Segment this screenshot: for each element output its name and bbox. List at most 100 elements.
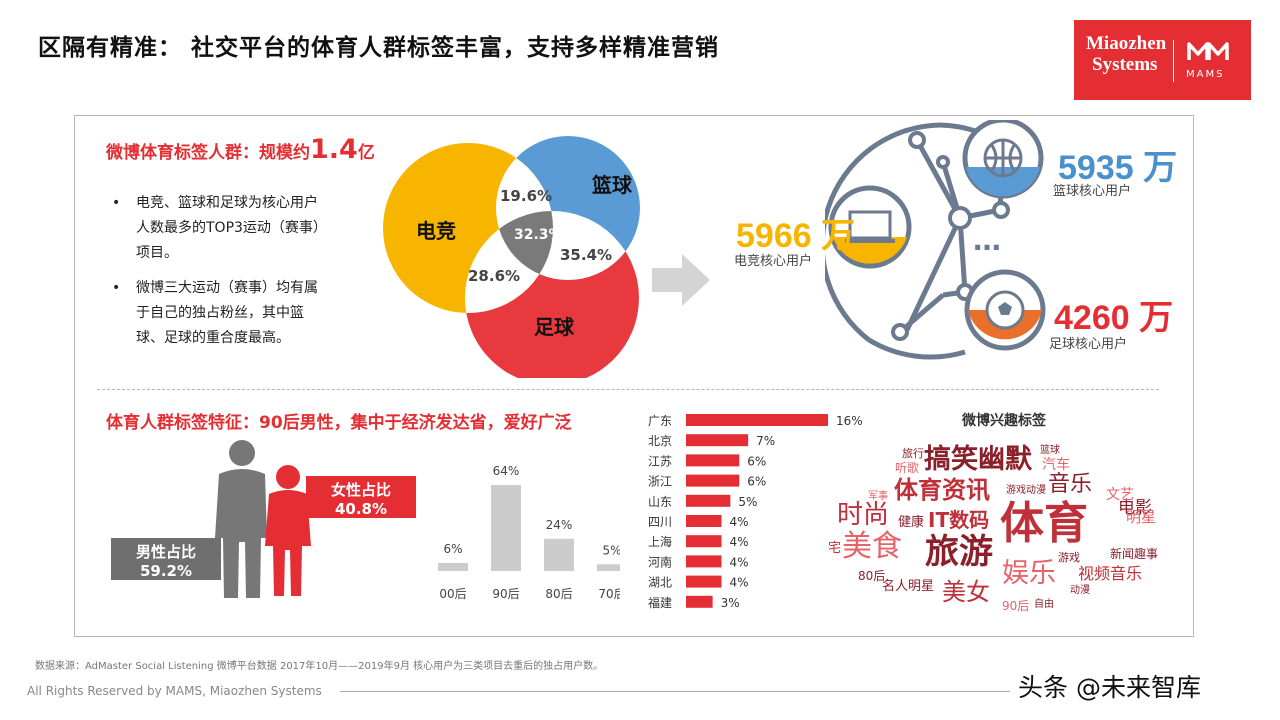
word-tag: 自由 bbox=[1034, 599, 1054, 610]
age-bar-value-label: 5% bbox=[602, 543, 620, 557]
bullet-line: 球、足球的重合度最高。 bbox=[136, 330, 290, 346]
age-bar bbox=[544, 538, 574, 571]
word-tag: 文艺 bbox=[1106, 487, 1134, 503]
age-bar bbox=[438, 562, 468, 571]
province-label: 广东 bbox=[648, 414, 672, 428]
word-tag: 80后 bbox=[858, 569, 886, 583]
age-bar-chart: 6% 00后 64% 90后 24% 80后 5% 70后 bbox=[438, 464, 620, 601]
esports-core-number: 5966 万 bbox=[736, 217, 856, 255]
word-tag: 搞笑幽默 bbox=[924, 444, 1032, 475]
bullet-line: 微博三大运动（赛事）均有属 bbox=[136, 280, 318, 296]
word-tag: 旅行 bbox=[902, 447, 924, 460]
province-label: 上海 bbox=[648, 534, 672, 549]
age-bar-value-label: 6% bbox=[443, 542, 462, 556]
weibo-section-title: 微博体育标签人群：规模约1.4亿 bbox=[106, 134, 375, 165]
word-tag: IT数码 bbox=[928, 508, 990, 532]
bullet-line: 项目。 bbox=[136, 245, 178, 261]
football-icon bbox=[985, 290, 1025, 330]
word-cloud-title: 微博兴趣标签 bbox=[962, 413, 1046, 429]
word-tag: 电影 bbox=[1118, 498, 1152, 518]
word-tag: 宅 bbox=[828, 541, 842, 556]
word-tag: 汽车 bbox=[1042, 457, 1070, 473]
word-tag: 美女 bbox=[942, 578, 990, 606]
province-value-label: 4% bbox=[730, 555, 749, 569]
word-tag: 娱乐 bbox=[1002, 558, 1056, 589]
sports-network-graphic: … bbox=[825, 120, 1046, 360]
province-label: 北京 bbox=[648, 434, 672, 448]
province-bar bbox=[686, 434, 749, 447]
province-label: 四川 bbox=[648, 515, 672, 529]
basketball-core-label: 篮球核心用户 bbox=[1053, 184, 1132, 199]
people-silhouette-icon bbox=[215, 440, 311, 598]
province-bar bbox=[686, 515, 722, 527]
esports-core-label: 电竞核心用户 bbox=[734, 254, 813, 269]
word-tag: 明星 bbox=[1126, 508, 1157, 526]
bullet-item: • 电竞、篮球和足球为核心用户 人数最多的TOP3运动（赛事） 项目。 bbox=[112, 191, 327, 266]
weibo-title-prefix: 微博体育标签人群：规模约 bbox=[106, 143, 310, 163]
more-ellipsis: … bbox=[973, 224, 1001, 257]
male-ratio-badge: 男性占比 59.2% bbox=[111, 538, 221, 580]
word-tag: 篮球 bbox=[1040, 445, 1060, 456]
logo-line2: Systems bbox=[1092, 54, 1158, 75]
province-value-label: 6% bbox=[747, 454, 766, 468]
word-tag: 动漫 bbox=[1070, 585, 1090, 596]
province-bar bbox=[686, 494, 731, 507]
province-value-label: 6% bbox=[747, 475, 766, 489]
province-value-label: 16% bbox=[836, 414, 863, 428]
footer-source: 数据来源：AdMaster Social Listening 微博平台数据 20… bbox=[35, 661, 604, 672]
word-cloud: 体育 旅游 美食 搞笑幽默 体育资讯 时尚 娱乐 美女 音乐 IT数码 视频音乐… bbox=[820, 430, 1180, 620]
venn-label-basketball: 篮球 bbox=[591, 173, 633, 197]
word-tag: 军事 bbox=[868, 491, 888, 502]
age-category-label: 00后 bbox=[439, 587, 466, 601]
venn-label-football: 足球 bbox=[534, 315, 575, 339]
venn-overlap-esports-basketball: 19.6% bbox=[500, 187, 552, 205]
word-tag: 游戏 bbox=[1058, 551, 1080, 564]
football-core-label: 足球核心用户 bbox=[1049, 337, 1128, 352]
age-bar bbox=[597, 564, 620, 571]
arrow-right-icon bbox=[652, 254, 710, 306]
word-tag: 体育 bbox=[1000, 498, 1088, 549]
province-bar-chart: 广东 16% 北京 7% 江苏 6% 浙江 6% 山东 5% 四川 4% 上海 4% 河南 4% 湖北 4% 福建 3… bbox=[648, 414, 863, 610]
word-tag: 视频音乐 bbox=[1078, 564, 1143, 583]
venn-overlap-all: 32.3% bbox=[514, 227, 563, 243]
province-label: 浙江 bbox=[648, 475, 672, 489]
logo-brand: MAMS bbox=[1186, 69, 1225, 80]
province-label: 江苏 bbox=[648, 454, 672, 468]
weibo-title-unit: 亿 bbox=[357, 143, 375, 163]
weibo-title-number: 1.4 bbox=[310, 134, 358, 165]
province-value-label: 4% bbox=[730, 576, 749, 590]
word-tag: 体育资讯 bbox=[894, 476, 990, 504]
logo: Miaozhen Systems MAMS bbox=[1074, 20, 1251, 100]
province-value-label: 7% bbox=[756, 434, 775, 448]
word-tag: 90后 bbox=[1002, 599, 1030, 613]
section-divider bbox=[97, 389, 1159, 390]
bullet-item: • 微博三大运动（赛事）均有属 于自己的独占粉丝，其中篮 球、足球的重合度最高。 bbox=[112, 276, 318, 351]
bullet-line: 电竞、篮球和足球为核心用户 bbox=[136, 195, 318, 211]
age-bar-value-label: 24% bbox=[546, 518, 573, 532]
venn-overlap-esports-football: 28.6% bbox=[468, 267, 520, 285]
basketball-core-number: 5935 万 bbox=[1058, 149, 1178, 187]
logo-separator bbox=[1173, 40, 1174, 82]
female-ratio-badge: 女性占比 40.8% bbox=[306, 476, 416, 518]
province-bar bbox=[686, 474, 740, 487]
word-tag: 名人明星 bbox=[882, 579, 935, 594]
age-category-label: 80后 bbox=[545, 587, 572, 601]
province-bar bbox=[686, 454, 740, 467]
word-tag: 旅游 bbox=[925, 532, 993, 572]
province-bar bbox=[686, 575, 722, 588]
logo-line1: Miaozhen bbox=[1086, 33, 1167, 54]
province-value-label: 5% bbox=[738, 495, 757, 509]
word-tag: 时尚 bbox=[837, 500, 890, 530]
venn-overlap-basketball-football: 35.4% bbox=[560, 246, 612, 264]
page-title: 区隔有精准： 社交平台的体育人群标签丰富，支持多样精准营销 bbox=[38, 35, 720, 61]
football-core-number: 4260 万 bbox=[1054, 299, 1174, 337]
province-bar bbox=[686, 595, 713, 608]
bullet-line: 人数最多的TOP3运动（赛事） bbox=[136, 220, 327, 236]
province-bar bbox=[686, 535, 722, 548]
province-label: 山东 bbox=[648, 495, 672, 509]
age-category-label: 70后 bbox=[598, 587, 620, 601]
female-ratio-value: 40.8% bbox=[334, 500, 388, 518]
province-value-label: 3% bbox=[721, 596, 740, 610]
content-panel bbox=[74, 115, 1194, 637]
word-tag: 游戏动漫 bbox=[1006, 485, 1046, 496]
